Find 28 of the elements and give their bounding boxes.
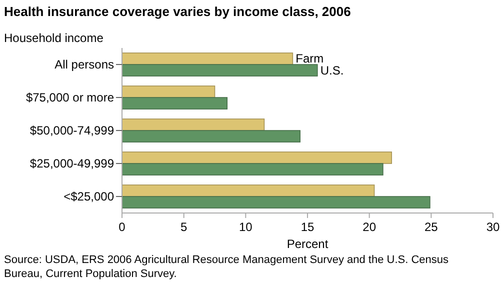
bar: [122, 196, 430, 208]
bar: [122, 97, 228, 110]
x-tick-label: 30: [486, 220, 500, 234]
y-tick-label: $50,000-74,999: [30, 124, 114, 138]
series-label: Farm: [296, 52, 324, 66]
x-tick-label: 5: [180, 220, 188, 234]
bar: [122, 184, 375, 197]
x-tick-label: 0: [118, 220, 126, 234]
y-tick-label: $75,000 or more: [26, 90, 114, 104]
bar: [122, 86, 216, 98]
y-tick-label: <$25,000: [64, 190, 114, 204]
bar: [122, 52, 294, 65]
y-tick-label: All persons: [54, 58, 114, 72]
series-label: U.S.: [320, 63, 344, 78]
x-axis-title: Percent: [286, 237, 329, 251]
bar: [122, 130, 300, 142]
bar: [122, 64, 318, 76]
bar: [122, 163, 384, 176]
bar: [122, 118, 265, 131]
x-tick-label: 25: [424, 220, 438, 234]
y-axis-title: Household income: [4, 31, 104, 45]
bar: [122, 152, 392, 164]
x-tick-label: 10: [238, 220, 253, 234]
chart-title: Health insurance coverage varies by income class, 2006: [4, 4, 351, 19]
source-note: Source: USDA, ERS 2006 Agricultural Resource Management Survey and the U.S. Census Bureau, Current Population Survey.: [4, 254, 449, 280]
y-tick-label: $25,000-49,999: [30, 156, 114, 170]
x-tick-label: 15: [300, 220, 314, 234]
x-tick-label: 20: [362, 220, 376, 234]
